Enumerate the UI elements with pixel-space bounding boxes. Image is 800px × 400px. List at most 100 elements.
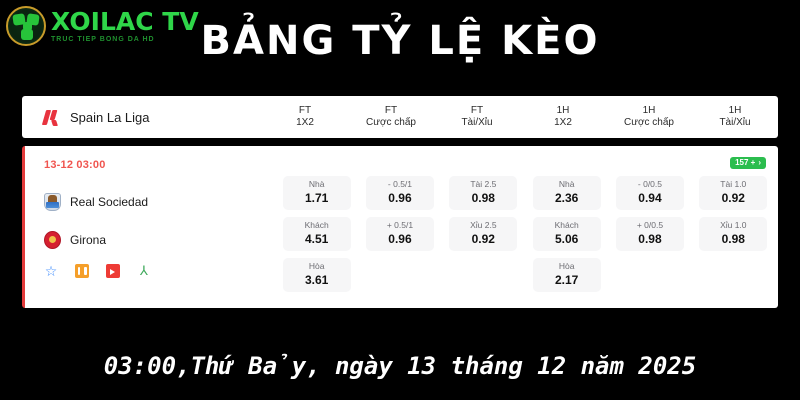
match-row-card[interactable]: 13-12 03:00 157 + › Real Sociedad Girona… [22,146,778,308]
league-label: Spain La Liga [70,109,150,125]
odds-value: 0.92 [471,231,495,246]
column-header-period: 1H [642,104,656,116]
column-header-market: Cược chấp [366,117,416,128]
more-markets-count: 157 + [735,158,756,167]
odds-cell[interactable]: Nhà 2.36 [532,176,601,210]
brand-text: XOILAC TV TRUC TIEP BONG DA HD [51,9,199,43]
column-header-1h-1x2: 1H 1X2 [520,105,606,130]
odds-cell[interactable]: + 0/0.5 0.98 [615,217,684,251]
team-row-home[interactable]: Real Sociedad [44,183,264,221]
odds-label: Nhà [558,179,575,190]
column-header-1h-overunder: 1H Tài/Xỉu [692,105,778,130]
column-header-ft-1x2: FT 1X2 [262,105,348,130]
trophy-icon[interactable]: ⅄ [140,263,148,278]
league-name-group[interactable]: Spain La Liga [22,109,262,126]
home-team-name: Real Sociedad [70,195,149,209]
column-header-market: 1X2 [296,117,314,128]
league-header-card: Spain La Liga FT 1X2 FT Cược chấp FT Tài… [22,96,778,138]
footer-caption: 03:00,Thứ Bảy, ngày 13 tháng 12 năm 2025 [103,352,697,380]
xoilac-football-badge-icon [6,6,46,46]
odds-label: Xỉu 1.0 [720,220,747,231]
column-header-period: 1H [728,104,742,116]
odds-label: Hòa [308,261,325,272]
chevron-right-icon: › [758,158,761,167]
odds-column-1h-1x2: Nhà 2.36 Khách 5.06 Hòa 2.17 [525,176,608,292]
column-header-ft-handicap: FT Cược chấp [348,105,434,130]
brand-logo[interactable]: XOILAC TV TRUC TIEP BONG DA HD [6,6,199,46]
brand-tagline: TRUC TIEP BONG DA HD [51,36,155,43]
odds-cell[interactable]: Nhà 1.71 [282,176,351,210]
odds-column-ft-1x2: Nhà 1.71 Khách 4.51 Hòa 3.61 [275,176,358,292]
live-video-icon[interactable] [106,264,120,278]
odds-column-1h-handicap: - 0/0.5 0.94 + 0/0.5 0.98 [608,176,691,292]
odds-label: - 0/0.5 [637,179,663,190]
column-header-period: FT [470,104,484,116]
brand-name-tv: TV [153,7,199,36]
odds-value: 2.17 [554,272,579,287]
column-header-ft-overunder: FT Tài/Xỉu [434,105,520,130]
odds-value: 0.96 [388,231,412,246]
column-header-period: FT [384,104,398,116]
odds-cell[interactable]: - 0/0.5 0.94 [615,176,684,210]
column-header-market: Tài/Xỉu [719,117,751,128]
teams-list: Real Sociedad Girona [44,183,264,259]
column-header-market: Tài/Xỉu [461,117,493,128]
odds-value: 0.94 [638,190,662,205]
column-header-period: FT [298,104,312,116]
odds-cell[interactable]: Xỉu 2.5 0.92 [449,217,518,251]
odds-label: Khách [304,220,329,231]
odds-label: Tài 1.0 [720,179,747,190]
top-bar: XOILAC TV TRUC TIEP BONG DA HD BẢNG TỶ L… [0,0,800,88]
odds-cell[interactable]: Tài 2.5 0.98 [449,176,518,210]
odds-value: 0.96 [388,190,412,205]
more-markets-badge[interactable]: 157 + › [730,157,766,169]
odds-cell[interactable]: Hòa 2.17 [532,258,601,292]
odds-cell[interactable]: Khách 5.06 [532,217,601,251]
odds-cell-empty [449,258,517,292]
odds-cell-empty [366,258,434,292]
column-header-period: 1H [556,104,570,116]
odds-cell[interactable]: - 0.5/1 0.96 [365,176,434,210]
odds-label: Hòa [558,261,575,272]
girona-crest-icon [44,231,61,249]
odds-label: Khách [554,220,579,231]
column-header-market: 1X2 [554,117,572,128]
odds-value: 0.92 [721,190,745,205]
real-sociedad-crest-icon [44,193,61,211]
odds-value: 5.06 [554,231,579,246]
page-title: BẢNG TỶ LỆ KÈO [200,18,600,64]
team-row-away[interactable]: Girona [44,221,264,259]
column-header-market: Cược chấp [624,117,674,128]
laliga-logo-icon [41,109,61,126]
brand-name: XOILAC TV [51,9,199,34]
odds-column-ft-overunder: Tài 2.5 0.98 Xỉu 2.5 0.92 [442,176,525,292]
odds-label: Nhà [308,179,325,190]
odds-value: 3.61 [304,272,329,287]
odds-label: + 0/0.5 [636,220,664,231]
away-team-name: Girona [70,233,107,247]
odds-label: Tài 2.5 [470,179,497,190]
favorite-star-icon[interactable]: ☆ [44,263,58,279]
odds-cell[interactable]: Khách 4.51 [282,217,351,251]
odds-value: 0.98 [638,231,662,246]
column-header-1h-handicap: 1H Cược chấp [606,105,692,130]
statistics-icon[interactable] [75,264,89,278]
odds-value: 1.71 [304,190,329,205]
odds-cell[interactable]: Hòa 3.61 [282,258,351,292]
brand-name-main: XOILAC [51,7,154,36]
kickoff-time: 13-12 03:00 [44,159,106,171]
odds-cell-empty [616,258,684,292]
odds-label: Xỉu 2.5 [470,220,497,231]
odds-cell[interactable]: Tài 1.0 0.92 [699,176,768,210]
odds-grid: Nhà 1.71 Khách 4.51 Hòa 3.61 - 0.5/1 0.9… [275,176,775,292]
odds-label: + 0.5/1 [386,220,414,231]
odds-cell-empty [699,258,767,292]
odds-cell[interactable]: Xỉu 1.0 0.98 [699,217,768,251]
odds-value: 0.98 [721,231,745,246]
odds-value: 2.36 [554,190,579,205]
match-action-icons: ☆ ⅄ [44,264,151,278]
odds-value: 0.98 [471,190,495,205]
odds-label: - 0.5/1 [387,179,413,190]
odds-cell[interactable]: + 0.5/1 0.96 [365,217,434,251]
odds-value: 4.51 [304,231,329,246]
